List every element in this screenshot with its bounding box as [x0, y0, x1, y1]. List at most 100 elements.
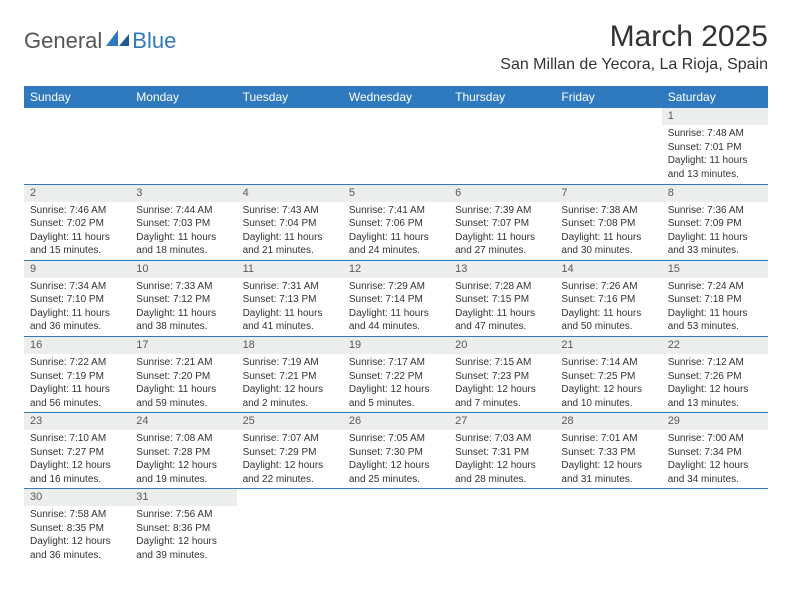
calendar-day-cell [130, 108, 236, 184]
daylight-line-2: and 2 minutes. [243, 397, 337, 411]
calendar-day-cell: 22Sunrise: 7:12 AMSunset: 7:26 PMDayligh… [662, 336, 768, 412]
daylight-line-1: Daylight: 11 hours [668, 154, 762, 168]
day-number: 18 [237, 337, 343, 354]
day-number: 30 [24, 489, 130, 506]
sunrise-line: Sunrise: 7:19 AM [243, 356, 337, 370]
day-number: 20 [449, 337, 555, 354]
day-details: Sunrise: 7:34 AMSunset: 7:10 PMDaylight:… [24, 278, 130, 336]
calendar-week-row: 2Sunrise: 7:46 AMSunset: 7:02 PMDaylight… [24, 184, 768, 260]
calendar-day-cell: 11Sunrise: 7:31 AMSunset: 7:13 PMDayligh… [237, 260, 343, 336]
daylight-line-1: Daylight: 12 hours [243, 459, 337, 473]
sunset-line: Sunset: 7:02 PM [30, 217, 124, 231]
daylight-line-1: Daylight: 12 hours [30, 459, 124, 473]
day-details: Sunrise: 7:46 AMSunset: 7:02 PMDaylight:… [24, 202, 130, 260]
day-number: 5 [343, 185, 449, 202]
sunrise-line: Sunrise: 7:31 AM [243, 280, 337, 294]
day-details: Sunrise: 7:39 AMSunset: 7:07 PMDaylight:… [449, 202, 555, 260]
day-details: Sunrise: 7:14 AMSunset: 7:25 PMDaylight:… [555, 354, 661, 412]
weekday-header: Friday [555, 86, 661, 108]
day-details: Sunrise: 7:24 AMSunset: 7:18 PMDaylight:… [662, 278, 768, 336]
daylight-line-2: and 36 minutes. [30, 549, 124, 563]
daylight-line-2: and 44 minutes. [349, 320, 443, 334]
sunrise-line: Sunrise: 7:34 AM [30, 280, 124, 294]
daylight-line-1: Daylight: 11 hours [455, 307, 549, 321]
calendar-day-cell [555, 489, 661, 565]
sunset-line: Sunset: 7:19 PM [30, 370, 124, 384]
sunrise-line: Sunrise: 7:48 AM [668, 127, 762, 141]
weekday-header: Saturday [662, 86, 768, 108]
daylight-line-1: Daylight: 12 hours [349, 459, 443, 473]
daylight-line-2: and 33 minutes. [668, 244, 762, 258]
day-details: Sunrise: 7:31 AMSunset: 7:13 PMDaylight:… [237, 278, 343, 336]
day-details: Sunrise: 7:03 AMSunset: 7:31 PMDaylight:… [449, 430, 555, 488]
weekday-header: Monday [130, 86, 236, 108]
day-number: 3 [130, 185, 236, 202]
calendar-day-cell: 3Sunrise: 7:44 AMSunset: 7:03 PMDaylight… [130, 184, 236, 260]
calendar-day-cell: 10Sunrise: 7:33 AMSunset: 7:12 PMDayligh… [130, 260, 236, 336]
day-details: Sunrise: 7:12 AMSunset: 7:26 PMDaylight:… [662, 354, 768, 412]
sunrise-line: Sunrise: 7:43 AM [243, 204, 337, 218]
day-number: 28 [555, 413, 661, 430]
daylight-line-1: Daylight: 12 hours [455, 459, 549, 473]
sail-icon [104, 28, 132, 48]
day-number: 27 [449, 413, 555, 430]
day-number: 23 [24, 413, 130, 430]
sunrise-line: Sunrise: 7:39 AM [455, 204, 549, 218]
day-details: Sunrise: 7:17 AMSunset: 7:22 PMDaylight:… [343, 354, 449, 412]
sunset-line: Sunset: 8:35 PM [30, 522, 124, 536]
day-number: 19 [343, 337, 449, 354]
sunset-line: Sunset: 7:26 PM [668, 370, 762, 384]
day-number: 6 [449, 185, 555, 202]
calendar-day-cell [555, 108, 661, 184]
day-number: 12 [343, 261, 449, 278]
header: General Blue March 2025 San Millan de Ye… [24, 20, 768, 74]
calendar-week-row: 30Sunrise: 7:58 AMSunset: 8:35 PMDayligh… [24, 489, 768, 565]
daylight-line-2: and 16 minutes. [30, 473, 124, 487]
day-details: Sunrise: 7:44 AMSunset: 7:03 PMDaylight:… [130, 202, 236, 260]
daylight-line-1: Daylight: 11 hours [561, 231, 655, 245]
sunset-line: Sunset: 7:08 PM [561, 217, 655, 231]
month-title: March 2025 [500, 20, 768, 54]
daylight-line-1: Daylight: 11 hours [561, 307, 655, 321]
sunrise-line: Sunrise: 7:28 AM [455, 280, 549, 294]
sunset-line: Sunset: 7:03 PM [136, 217, 230, 231]
sunrise-line: Sunrise: 7:00 AM [668, 432, 762, 446]
sunset-line: Sunset: 7:23 PM [455, 370, 549, 384]
daylight-line-2: and 30 minutes. [561, 244, 655, 258]
daylight-line-2: and 10 minutes. [561, 397, 655, 411]
calendar-day-cell: 12Sunrise: 7:29 AMSunset: 7:14 PMDayligh… [343, 260, 449, 336]
daylight-line-2: and 5 minutes. [349, 397, 443, 411]
daylight-line-1: Daylight: 11 hours [668, 231, 762, 245]
sunset-line: Sunset: 7:13 PM [243, 293, 337, 307]
day-details: Sunrise: 7:15 AMSunset: 7:23 PMDaylight:… [449, 354, 555, 412]
calendar-day-cell [343, 108, 449, 184]
daylight-line-1: Daylight: 11 hours [243, 307, 337, 321]
calendar-day-cell: 24Sunrise: 7:08 AMSunset: 7:28 PMDayligh… [130, 413, 236, 489]
sunset-line: Sunset: 8:36 PM [136, 522, 230, 536]
calendar-day-cell: 19Sunrise: 7:17 AMSunset: 7:22 PMDayligh… [343, 336, 449, 412]
calendar-day-cell [24, 108, 130, 184]
title-block: March 2025 San Millan de Yecora, La Rioj… [500, 20, 768, 74]
logo-text-blue: Blue [132, 28, 176, 54]
day-details: Sunrise: 7:33 AMSunset: 7:12 PMDaylight:… [130, 278, 236, 336]
calendar-day-cell: 31Sunrise: 7:56 AMSunset: 8:36 PMDayligh… [130, 489, 236, 565]
day-number: 10 [130, 261, 236, 278]
sunrise-line: Sunrise: 7:24 AM [668, 280, 762, 294]
day-details: Sunrise: 7:22 AMSunset: 7:19 PMDaylight:… [24, 354, 130, 412]
daylight-line-2: and 15 minutes. [30, 244, 124, 258]
weekday-header-row: Sunday Monday Tuesday Wednesday Thursday… [24, 86, 768, 108]
daylight-line-1: Daylight: 11 hours [668, 307, 762, 321]
sunrise-line: Sunrise: 7:17 AM [349, 356, 443, 370]
day-number: 29 [662, 413, 768, 430]
daylight-line-1: Daylight: 11 hours [30, 383, 124, 397]
daylight-line-2: and 25 minutes. [349, 473, 443, 487]
sunset-line: Sunset: 7:29 PM [243, 446, 337, 460]
day-number: 22 [662, 337, 768, 354]
sunrise-line: Sunrise: 7:07 AM [243, 432, 337, 446]
daylight-line-1: Daylight: 11 hours [136, 307, 230, 321]
daylight-line-1: Daylight: 12 hours [30, 535, 124, 549]
location: San Millan de Yecora, La Rioja, Spain [500, 56, 768, 74]
day-details: Sunrise: 7:26 AMSunset: 7:16 PMDaylight:… [555, 278, 661, 336]
daylight-line-2: and 13 minutes. [668, 168, 762, 182]
calendar-week-row: 9Sunrise: 7:34 AMSunset: 7:10 PMDaylight… [24, 260, 768, 336]
